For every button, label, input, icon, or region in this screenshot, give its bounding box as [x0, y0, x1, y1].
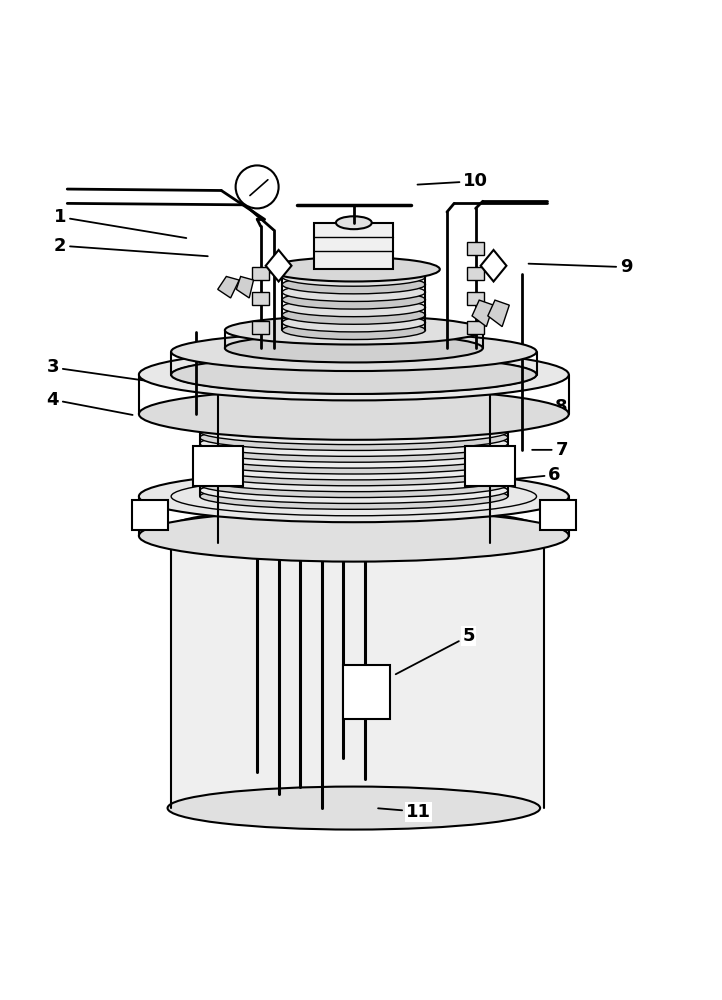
Ellipse shape — [200, 448, 508, 474]
Ellipse shape — [171, 355, 536, 394]
Bar — [343, 665, 390, 719]
Ellipse shape — [200, 401, 508, 427]
Bar — [315, 223, 393, 269]
Circle shape — [235, 165, 279, 208]
Ellipse shape — [200, 442, 508, 468]
Ellipse shape — [139, 388, 569, 440]
Ellipse shape — [282, 306, 425, 324]
Ellipse shape — [268, 257, 440, 281]
Bar — [252, 292, 269, 305]
Ellipse shape — [168, 787, 540, 830]
Ellipse shape — [200, 466, 508, 492]
Text: 11: 11 — [378, 803, 431, 821]
Bar — [193, 446, 243, 486]
Ellipse shape — [200, 436, 508, 462]
Ellipse shape — [200, 484, 508, 509]
Text: 7: 7 — [532, 441, 568, 459]
Ellipse shape — [282, 298, 425, 317]
Polygon shape — [200, 414, 508, 496]
Ellipse shape — [139, 471, 569, 522]
Polygon shape — [481, 250, 506, 281]
Ellipse shape — [200, 431, 508, 456]
Polygon shape — [472, 300, 494, 327]
Text: 8: 8 — [492, 398, 568, 416]
Text: 10: 10 — [417, 172, 488, 190]
Text: 3: 3 — [47, 358, 150, 381]
Bar — [467, 321, 484, 334]
Polygon shape — [266, 250, 292, 281]
Text: 2: 2 — [54, 237, 208, 256]
Text: 4: 4 — [47, 391, 133, 415]
Ellipse shape — [200, 425, 508, 450]
Text: 6: 6 — [507, 466, 561, 484]
Ellipse shape — [225, 316, 483, 345]
Bar — [467, 242, 484, 255]
Ellipse shape — [200, 419, 508, 445]
Bar — [131, 500, 168, 530]
Bar — [467, 267, 484, 280]
Polygon shape — [218, 276, 239, 298]
Ellipse shape — [282, 268, 425, 286]
Bar — [467, 292, 484, 305]
Ellipse shape — [171, 332, 536, 371]
Ellipse shape — [200, 478, 508, 503]
Text: 5: 5 — [396, 627, 475, 674]
Ellipse shape — [282, 283, 425, 301]
Ellipse shape — [282, 321, 425, 340]
Ellipse shape — [225, 334, 483, 362]
Ellipse shape — [168, 507, 540, 550]
Bar — [252, 267, 269, 280]
Text: 9: 9 — [529, 258, 632, 276]
Ellipse shape — [336, 216, 372, 229]
Polygon shape — [488, 300, 509, 327]
Bar — [540, 500, 576, 530]
Ellipse shape — [282, 290, 425, 309]
Polygon shape — [236, 276, 253, 298]
Ellipse shape — [200, 413, 508, 439]
Ellipse shape — [139, 510, 569, 562]
Ellipse shape — [200, 454, 508, 480]
Ellipse shape — [200, 472, 508, 498]
Bar — [252, 321, 269, 334]
Ellipse shape — [200, 407, 508, 433]
Text: 1: 1 — [54, 208, 186, 238]
Ellipse shape — [282, 313, 425, 332]
Polygon shape — [171, 529, 544, 808]
Ellipse shape — [139, 349, 569, 400]
Bar — [465, 446, 515, 486]
Ellipse shape — [282, 275, 425, 294]
Ellipse shape — [200, 460, 508, 486]
